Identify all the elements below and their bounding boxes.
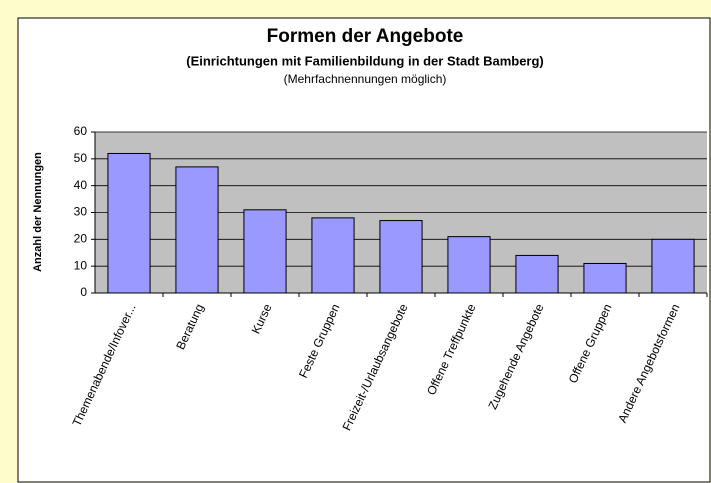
y-axis-label: Anzahl der Nennungen xyxy=(32,152,44,272)
y-tick-label: 20 xyxy=(74,232,88,246)
chart-title: Formen der Angebote xyxy=(267,26,464,47)
chart-subtitle: (Einrichtungen mit Familienbildung in de… xyxy=(186,53,544,68)
bar xyxy=(379,220,423,294)
y-tick-label: 0 xyxy=(80,285,87,299)
y-tick-label: 30 xyxy=(74,205,88,219)
bar xyxy=(243,209,287,294)
bar xyxy=(583,262,627,294)
y-tick-label: 50 xyxy=(74,151,88,165)
bar xyxy=(515,254,559,294)
bar xyxy=(651,238,695,294)
y-tick-label: 10 xyxy=(74,258,88,272)
y-tick-label: 40 xyxy=(74,178,88,192)
bar xyxy=(447,236,491,294)
y-tick-label: 60 xyxy=(74,124,88,138)
chart-note: (Mehrfachnennungen möglich) xyxy=(284,72,447,86)
bar xyxy=(175,166,219,294)
bar xyxy=(107,152,151,294)
bar xyxy=(311,217,355,294)
